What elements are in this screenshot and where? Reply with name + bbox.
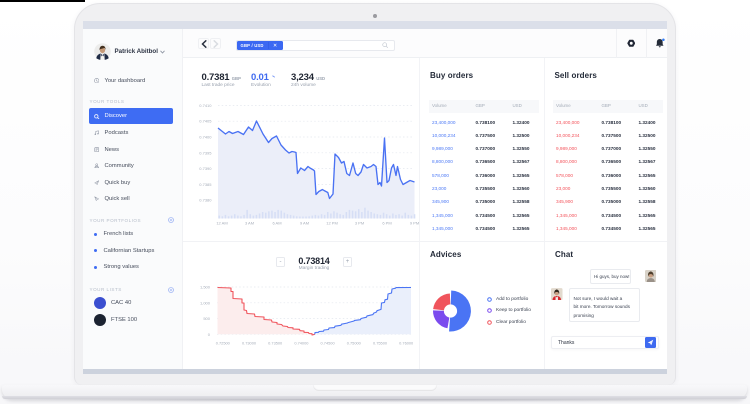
- svg-text:9 AM: 9 AM: [300, 221, 309, 226]
- svg-text:0.74000: 0.74000: [294, 341, 309, 346]
- svg-text:0.73500: 0.73500: [268, 341, 283, 346]
- svg-text:0.7395: 0.7395: [199, 150, 212, 155]
- svg-text:0.73000: 0.73000: [242, 341, 257, 346]
- svg-text:0.7380: 0.7380: [199, 198, 212, 203]
- svg-text:6 PM: 6 PM: [382, 221, 391, 226]
- svg-text:500: 500: [203, 316, 210, 321]
- svg-text:12 PM: 12 PM: [326, 221, 338, 226]
- svg-text:0.7390: 0.7390: [199, 166, 212, 171]
- svg-text:0.7385: 0.7385: [199, 182, 212, 187]
- svg-text:1,500: 1,500: [200, 285, 211, 290]
- svg-text:3 AM: 3 AM: [245, 221, 254, 226]
- svg-text:3 PM: 3 PM: [355, 221, 364, 226]
- svg-text:0.7405: 0.7405: [199, 119, 212, 124]
- svg-text:0.74500: 0.74500: [321, 341, 336, 346]
- svg-text:0.72500: 0.72500: [216, 341, 231, 346]
- svg-text:0.7400: 0.7400: [199, 135, 212, 140]
- svg-text:0.7410: 0.7410: [199, 103, 212, 108]
- svg-text:6 AM: 6 AM: [272, 221, 281, 226]
- svg-text:1,000: 1,000: [200, 300, 211, 305]
- svg-text:9 PM: 9 PM: [410, 221, 419, 226]
- svg-text:0.75500: 0.75500: [373, 341, 388, 346]
- svg-text:12 AM: 12 AM: [216, 221, 227, 226]
- svg-text:0.76000: 0.76000: [399, 341, 414, 346]
- svg-text:0: 0: [208, 332, 211, 337]
- svg-text:0.75000: 0.75000: [347, 341, 362, 346]
